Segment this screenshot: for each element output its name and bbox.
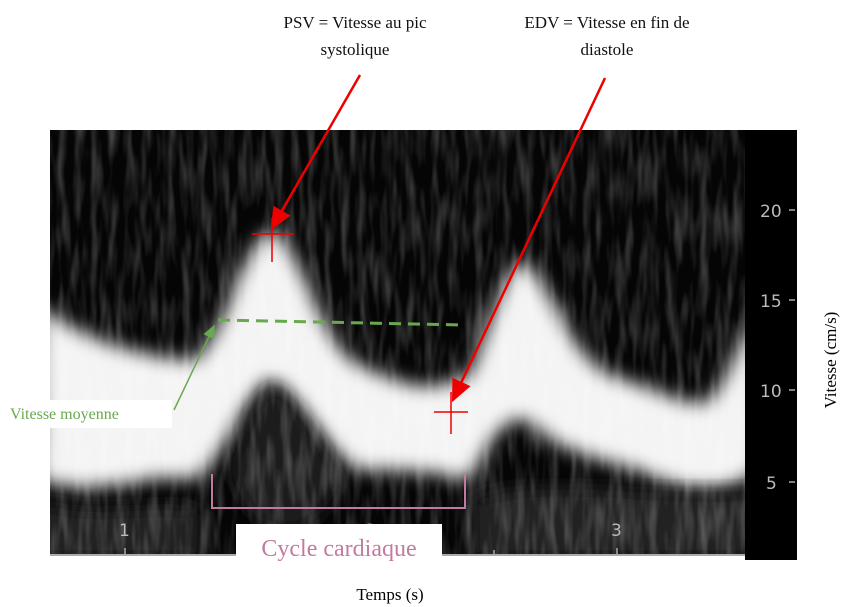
- y-tick-label: 15: [760, 292, 782, 312]
- y-axis-title: Vitesse (cm/s): [821, 312, 840, 409]
- psv-arrow: [270, 74, 362, 231]
- cycle-label: Cycle cardiaque: [261, 536, 416, 562]
- x-tick-label: 1: [119, 521, 130, 541]
- psv-cross: [252, 218, 294, 262]
- y-tick-label: 20: [760, 202, 782, 222]
- edv-label: diastole: [581, 40, 634, 59]
- edv-cross: [434, 392, 468, 434]
- x-axis-title: Temps (s): [356, 585, 423, 604]
- spectrogram: [50, 130, 745, 555]
- y-tick-label: 5: [766, 474, 777, 494]
- edv-label: EDV = Vitesse en fin de: [524, 13, 689, 32]
- mean-arrow: [173, 324, 215, 411]
- edv-arrow: [451, 77, 607, 403]
- scale-strip: [745, 130, 797, 560]
- x-tick-label: 3: [611, 521, 622, 541]
- cycle-bracket: [211, 474, 466, 509]
- mean-label: Vitesse moyenne: [10, 406, 119, 423]
- label-bg: [236, 524, 442, 570]
- mean-line: [217, 318, 466, 327]
- psv-label: PSV = Vitesse au pic: [284, 13, 427, 32]
- label-bg: [2, 400, 172, 428]
- y-tick-label: 10: [760, 382, 782, 402]
- psv-label: systolique: [321, 40, 390, 59]
